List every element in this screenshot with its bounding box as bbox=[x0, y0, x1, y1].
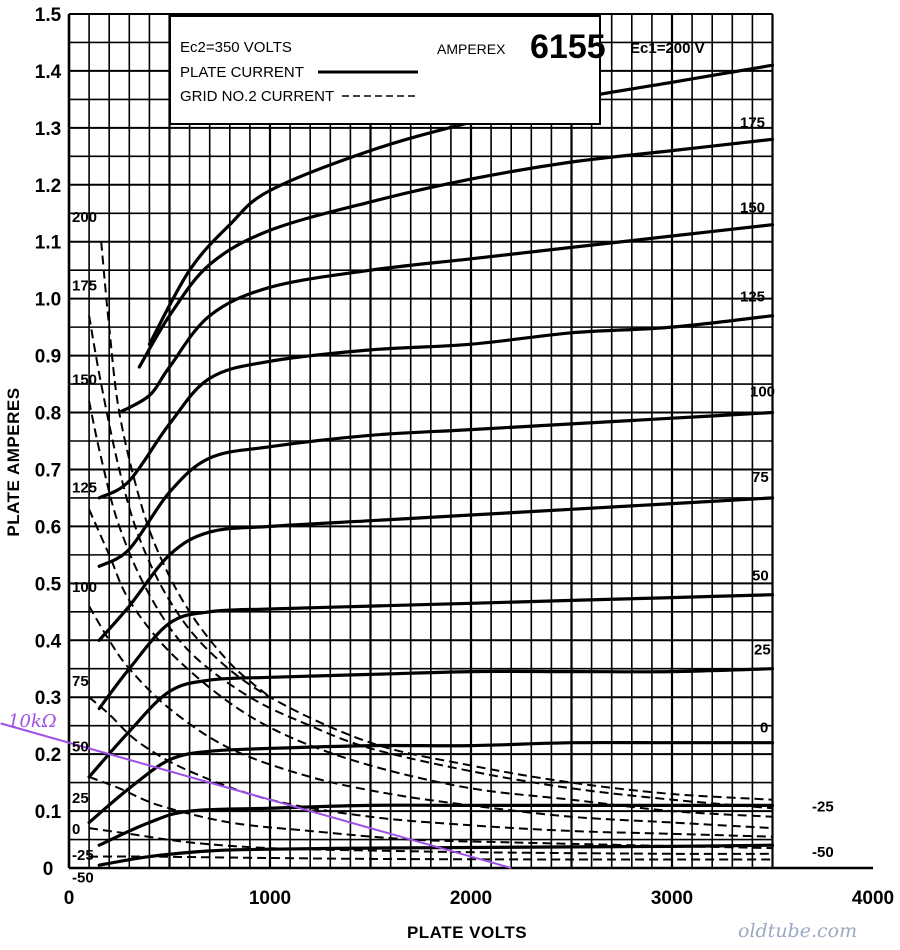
legend-plate-current: PLATE CURRENT bbox=[180, 64, 304, 81]
y-tick-label: 0.7 bbox=[35, 460, 61, 481]
load-line-label: 10kΩ bbox=[8, 711, 57, 732]
grid2-current-curve bbox=[89, 855, 773, 861]
grid2-current-curve bbox=[100, 241, 271, 698]
plate-curve-label: 125 bbox=[740, 289, 765, 306]
legend-box bbox=[169, 15, 601, 125]
plate-current-curve bbox=[97, 410, 775, 568]
y-tick-label: 1.5 bbox=[35, 5, 62, 26]
grid2-curve-label: 125 bbox=[72, 480, 97, 497]
grid2-current-curve bbox=[88, 827, 773, 855]
plate-current-curve bbox=[97, 593, 775, 711]
grid2-current-curve bbox=[88, 775, 773, 850]
y-tick-label: 1.0 bbox=[35, 290, 61, 311]
plate-current-curve bbox=[97, 314, 775, 500]
plate-current-curve bbox=[97, 843, 775, 867]
plate-current-curve bbox=[147, 63, 775, 346]
plate-current-curve bbox=[97, 496, 775, 642]
grid2-current-curve bbox=[88, 400, 773, 810]
chart-title: 6155 bbox=[530, 28, 606, 66]
plate-curve-label: 75 bbox=[752, 469, 769, 486]
plate-current-curve bbox=[87, 740, 775, 825]
plate-curve-label: 100 bbox=[750, 384, 775, 401]
y-tick-label: 0.6 bbox=[35, 517, 61, 538]
y-tick-label: 0.5 bbox=[35, 574, 62, 595]
plate-curve-label: 175 bbox=[740, 114, 765, 131]
grid2-curve-label: 25 bbox=[72, 790, 89, 807]
legend: Ec2=350 VOLTS PLATE CURRENT GRID NO.2 CU… bbox=[169, 15, 606, 125]
axis-ticks: 0 0.1 0.2 0.3 0.4 0.5 0.6 0.7 0.8 0.9 1.0 1.1 1.2 1.3… bbox=[35, 5, 894, 909]
y-tick-label: 1.3 bbox=[35, 119, 61, 140]
grid2-curve-label: 150 bbox=[72, 371, 97, 388]
plate-curve-label: -50 bbox=[812, 844, 834, 861]
y-tick-label: 0.8 bbox=[35, 404, 61, 425]
plate-curve-label: 150 bbox=[740, 200, 765, 217]
grid2-curve-label: 200 bbox=[72, 209, 97, 226]
plate-current-curve bbox=[97, 803, 775, 847]
plate-current-curve bbox=[87, 667, 775, 779]
x-tick-label: 1000 bbox=[249, 888, 291, 909]
y-tick-label: 1.2 bbox=[35, 176, 61, 197]
grid2-curve-label: 0 bbox=[72, 821, 80, 838]
x-tick-label: 2000 bbox=[450, 888, 492, 909]
plate-curve-label: 0 bbox=[760, 720, 768, 737]
y-tick-label: 0.3 bbox=[35, 688, 61, 709]
grid2-curve-label: 75 bbox=[72, 673, 89, 690]
load-line bbox=[0, 722, 512, 869]
y-tick-label: 0.1 bbox=[35, 802, 62, 823]
grid2-curve-label: 175 bbox=[72, 277, 97, 294]
x-tick-label: 0 bbox=[64, 888, 75, 909]
grid2-current-curve bbox=[88, 508, 773, 818]
y-axis-title: PLATE AMPERES bbox=[4, 387, 23, 536]
x-tick-label: 3000 bbox=[651, 888, 693, 909]
y-tick-label: 0.2 bbox=[35, 745, 61, 766]
plate-curve-label: Ec1=200 V bbox=[630, 40, 705, 57]
y-tick-label: 1.4 bbox=[35, 62, 62, 83]
watermark: oldtube.com bbox=[738, 920, 857, 942]
grid2-current-curve bbox=[88, 315, 773, 801]
grid2-curve-label: 50 bbox=[72, 739, 89, 756]
plate-current-curve bbox=[137, 137, 775, 369]
y-tick-label: 0.4 bbox=[35, 631, 62, 652]
y-tick-label: 0.9 bbox=[35, 347, 61, 368]
grid2-curve-label: -50 bbox=[72, 870, 94, 887]
plate-current-curves bbox=[87, 63, 775, 867]
plate-curve-label: 25 bbox=[754, 642, 771, 659]
legend-condition: Ec2=350 VOLTS bbox=[180, 39, 292, 56]
curve-labels: Ec1=200 V 175 150 125 100 75 50 25 0 -25 -50 200 175… bbox=[72, 40, 834, 886]
grid2-curve-label: 100 bbox=[72, 579, 97, 596]
grid2-current-curve bbox=[88, 696, 773, 838]
x-axis-title: PLATE VOLTS bbox=[407, 923, 527, 942]
x-tick-label: 4000 bbox=[852, 888, 894, 909]
y-tick-label: 0 bbox=[43, 859, 54, 880]
grid2-curve-label: -25 bbox=[72, 847, 94, 864]
plate-current-curve bbox=[117, 223, 775, 415]
plate-curve-label: 50 bbox=[752, 568, 769, 585]
brand-label: AMPEREX bbox=[437, 41, 506, 57]
y-tick-label: 1.1 bbox=[35, 233, 62, 254]
load-line-10k bbox=[0, 722, 512, 869]
grid2-current-curves bbox=[88, 241, 773, 861]
legend-grid2-current: GRID NO.2 CURRENT bbox=[180, 88, 334, 105]
plate-curve-label: -25 bbox=[812, 798, 834, 815]
